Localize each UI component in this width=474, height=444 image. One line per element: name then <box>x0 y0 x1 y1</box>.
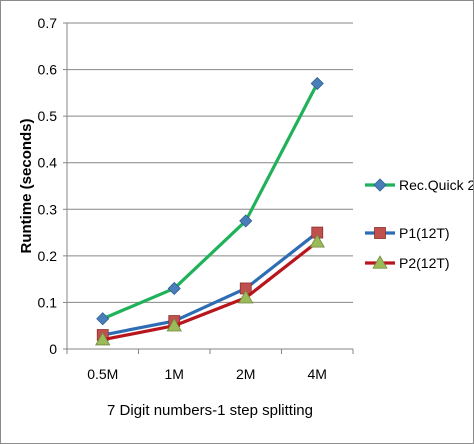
series-line <box>102 82 319 321</box>
legend-label: P2(12T) <box>399 255 450 271</box>
axes: 0 0.1 0.2 0.3 0.4 0.5 0.6 0.7 0.5M 1M 2M 4M <box>38 15 354 382</box>
series-line <box>102 231 319 337</box>
data-point <box>167 281 181 296</box>
y-axis-title: Runtime (seconds) <box>18 118 35 253</box>
legend-marker <box>374 227 386 239</box>
data-point <box>238 289 254 304</box>
series-3 <box>95 234 325 346</box>
series-line <box>102 240 319 342</box>
legend-marker <box>372 255 388 269</box>
series-2 <box>96 226 324 341</box>
x-tick-label: 2M <box>236 366 255 382</box>
x-axis-title: 7 Digit numbers-1 step splitting <box>107 402 313 419</box>
y-tick-label: 0 <box>49 341 57 357</box>
y-tick-label: 0.7 <box>38 15 58 31</box>
data-point <box>239 214 253 228</box>
y-tick-label: 0.1 <box>38 294 58 310</box>
x-tick-label: 4M <box>308 366 327 382</box>
y-tick-label: 0.5 <box>38 108 58 124</box>
series-group <box>95 76 325 346</box>
y-tick-label: 0.4 <box>38 155 58 171</box>
legend-item: P2(12T) <box>365 255 450 271</box>
data-point <box>310 76 324 91</box>
data-point <box>166 317 182 332</box>
y-tick-label: 0.2 <box>38 248 58 264</box>
x-tick-label: 0.5M <box>87 366 118 382</box>
data-point <box>309 234 325 248</box>
data-point <box>96 312 110 326</box>
series-1 <box>96 76 324 326</box>
legend-label: Rec.Quick 2 <box>399 177 473 193</box>
legend-item: Rec.Quick 2 <box>365 177 473 193</box>
legend: Rec.Quick 2 P1(12T) P2(12T) <box>365 177 473 271</box>
y-tick-label: 0.3 <box>38 201 58 217</box>
data-point <box>95 331 111 346</box>
legend-marker <box>373 178 387 192</box>
legend-label: P1(12T) <box>399 225 450 241</box>
legend-item: P1(12T) <box>365 225 450 241</box>
gridlines <box>67 22 353 303</box>
x-tick-label: 1M <box>165 366 184 382</box>
y-tick-label: 0.6 <box>38 62 58 78</box>
